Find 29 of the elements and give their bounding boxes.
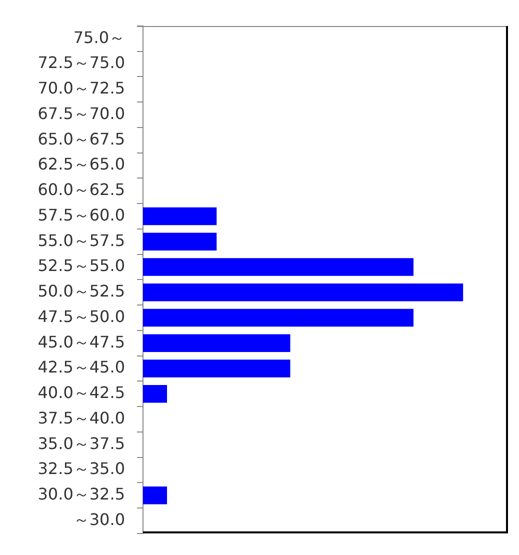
- bar: [143, 258, 414, 276]
- bar: [143, 384, 168, 403]
- y-tick-label: 65.0～67.5: [38, 129, 125, 148]
- y-tick-label: 30.0～32.5: [38, 484, 125, 504]
- y-tick-label: 50.0～52.5: [38, 282, 125, 301]
- bar: [143, 486, 168, 504]
- bar: [143, 232, 217, 251]
- y-tick-label: 35.0～37.5: [38, 434, 125, 453]
- bar: [143, 334, 290, 352]
- y-tick-label: 70.0～72.5: [38, 78, 125, 98]
- y-tick-label: 67.5～70.0: [38, 104, 125, 123]
- y-tick-label: 60.0～62.5: [38, 180, 125, 200]
- y-tick-label: 62.5～65.0: [38, 154, 125, 174]
- y-tick-label: 75.0～: [73, 28, 125, 47]
- y-tick-label: ～30.0: [73, 510, 125, 529]
- y-tick-label: 42.5～45.0: [38, 358, 125, 377]
- y-tick-label: 37.5～40.0: [38, 408, 125, 428]
- bar: [143, 308, 414, 327]
- y-tick-label: 45.0～47.5: [38, 332, 125, 352]
- y-tick-label: 52.5～55.0: [38, 256, 125, 276]
- y-tick-label: 40.0～42.5: [38, 383, 125, 402]
- bar: [143, 360, 290, 378]
- y-tick-label: 47.5～50.0: [38, 306, 125, 326]
- bar: [143, 284, 464, 302]
- y-tick-label: 72.5～75.0: [38, 53, 125, 72]
- bar: [143, 207, 217, 226]
- y-tick-label: 57.5～60.0: [38, 205, 125, 224]
- y-tick-label: 55.0～57.5: [38, 230, 125, 250]
- y-tick-label: 32.5～35.0: [38, 459, 125, 478]
